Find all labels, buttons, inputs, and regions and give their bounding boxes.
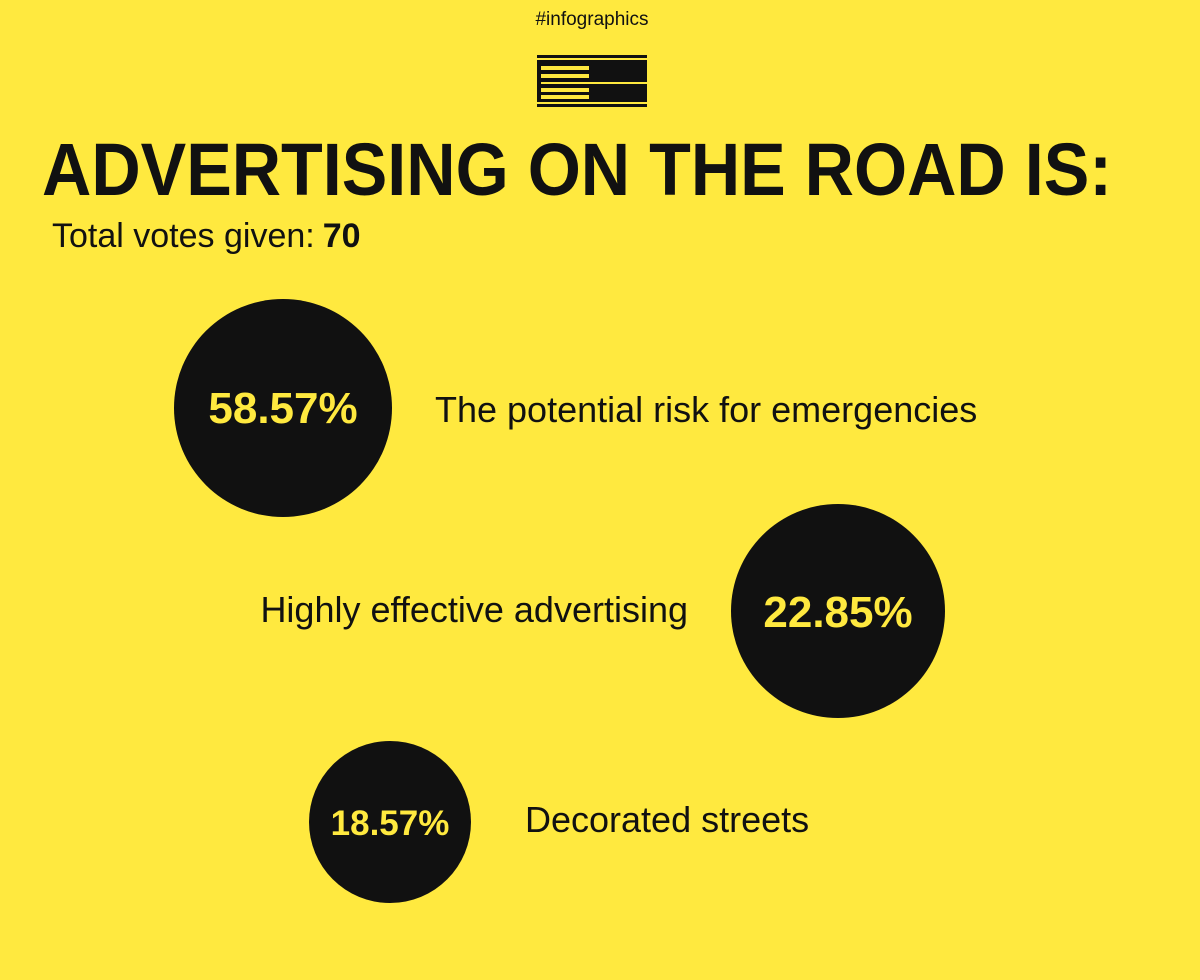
title: ADVERTISING ON THE ROAD IS: (42, 128, 1112, 211)
votes-label: Total votes given: (52, 217, 315, 255)
percent: 58.57% (208, 384, 357, 433)
item-label: Highly effective advertising (260, 589, 688, 630)
votes-line: Total votes given: 70 (52, 217, 361, 255)
item-label: Decorated streets (525, 799, 809, 840)
hashtag: #infographics (535, 9, 648, 30)
votes-count: 70 (323, 217, 361, 255)
item-label: The potential risk for emergencies (435, 389, 977, 430)
percent: 18.57% (331, 804, 450, 843)
percent: 22.85% (763, 588, 912, 637)
circle (731, 504, 945, 718)
circle (309, 741, 471, 903)
circle (174, 299, 392, 517)
logo (537, 55, 647, 107)
